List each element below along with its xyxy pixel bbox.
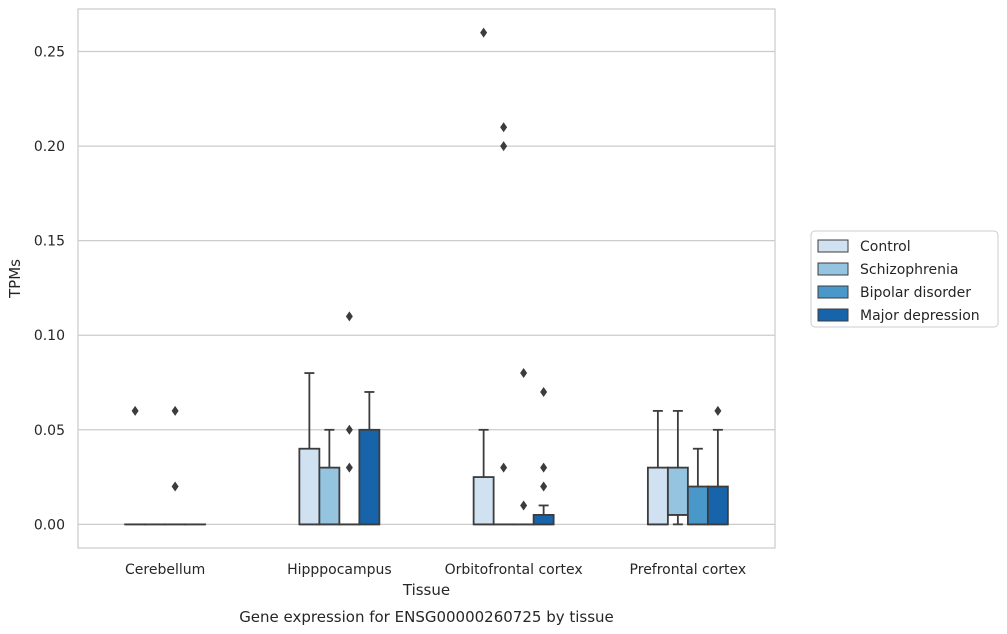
y-tick-label: 0.00	[34, 517, 65, 533]
box-3	[646, 409, 669, 526]
x-tick-label: Cerebellum	[125, 562, 205, 578]
box-body	[472, 476, 495, 526]
y-tick-label: 0.10	[34, 328, 65, 344]
outlier-point	[540, 462, 548, 473]
x-tick-label: Prefrontal cortex	[630, 562, 747, 578]
y-tick-label: 0.05	[34, 423, 65, 439]
outlier-point	[500, 141, 508, 152]
box-body	[666, 466, 689, 516]
box-2	[492, 122, 515, 526]
box-body	[318, 466, 341, 526]
x-axis-title: Tissue	[402, 581, 450, 599]
box-1	[358, 391, 381, 526]
outlier-point	[714, 405, 722, 416]
box-body	[686, 485, 709, 526]
y-tick-label: 0.15	[34, 234, 65, 250]
series-control	[124, 27, 669, 526]
box-body	[646, 466, 669, 526]
legend-frame	[810, 230, 999, 328]
y-axis-ticks: 0.00 0.05 0.10 0.15 0.20 0.25	[34, 45, 65, 534]
y-tick-label: 0.20	[34, 139, 65, 155]
y-axis-title: TPMs	[6, 259, 24, 299]
outlier-point	[540, 386, 548, 397]
outlier-point	[520, 368, 528, 379]
legend-swatch	[817, 239, 849, 253]
legend-swatch	[817, 308, 849, 322]
outlier-point	[345, 311, 353, 322]
x-tick-label: Hipppocampus	[287, 562, 392, 578]
outlier-point	[171, 481, 179, 492]
legend-label: Schizophrenia	[860, 262, 958, 278]
outlier-point	[500, 122, 508, 133]
outlier-point	[480, 27, 488, 38]
plot-area-frame	[77, 8, 776, 549]
box-series-layer	[124, 27, 729, 526]
box-1	[318, 428, 341, 526]
box-body	[358, 428, 381, 526]
box-body	[532, 514, 555, 526]
x-axis-ticks: Cerebellum Hipppocampus Orbitofrontal cort…	[125, 562, 746, 578]
legend-swatch	[817, 285, 849, 299]
box-2	[532, 386, 555, 526]
outlier-point	[345, 424, 353, 435]
box-body	[706, 485, 729, 526]
outlier-point	[520, 500, 528, 511]
legend-label: Bipolar disorder	[860, 285, 971, 301]
x-tick-label: Orbitofrontal cortex	[445, 562, 583, 578]
legend-swatch	[817, 262, 849, 276]
legend-label: Major depression	[860, 308, 980, 324]
y-tick-label: 0.25	[34, 45, 65, 61]
series-schizophrenia	[144, 122, 689, 526]
outlier-point	[500, 462, 508, 473]
outlier-point	[345, 462, 353, 473]
outlier-point	[131, 405, 139, 416]
legend-label: Control	[860, 239, 911, 255]
box-2	[472, 27, 495, 526]
box-body	[298, 447, 321, 526]
series-major-depression	[184, 386, 729, 526]
outlier-point	[540, 481, 548, 492]
legend: Control Schizophrenia Bipolar disorder Majo…	[810, 230, 999, 328]
box-3	[706, 405, 729, 526]
series-bipolar-disorder	[164, 311, 709, 526]
outlier-point	[171, 405, 179, 416]
chart-title: Gene expression for ENSG00000260725 by t…	[239, 608, 614, 626]
